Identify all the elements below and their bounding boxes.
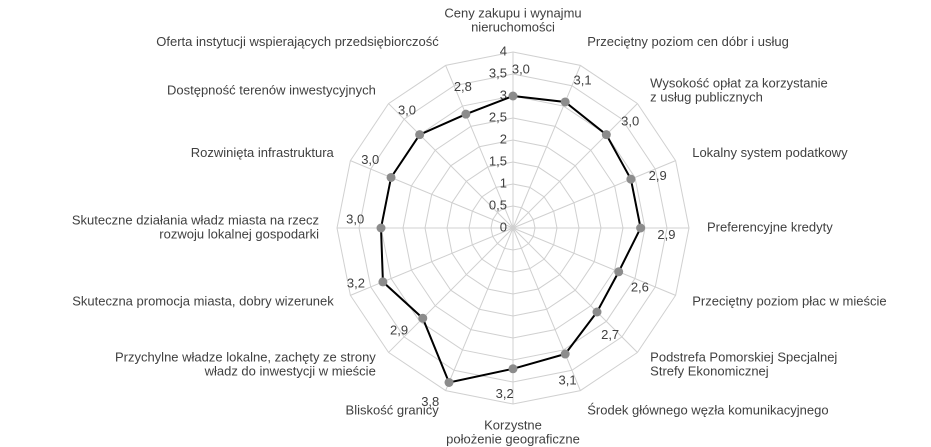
data-point bbox=[378, 277, 388, 287]
data-point bbox=[626, 174, 636, 184]
category-label: Dostępność terenów inwestycyjnych bbox=[167, 82, 376, 97]
value-label: 2,8 bbox=[454, 79, 472, 94]
spoke bbox=[512, 65, 581, 229]
data-point bbox=[560, 97, 570, 107]
data-point bbox=[592, 307, 602, 317]
category-label: położenie geograficzne bbox=[446, 431, 580, 446]
data-point bbox=[461, 109, 471, 119]
data-point bbox=[415, 130, 425, 140]
data-point bbox=[418, 313, 428, 323]
spoke bbox=[512, 160, 676, 229]
r-tick-label: 2 bbox=[500, 131, 507, 146]
r-tick-label: 2,5 bbox=[489, 109, 507, 124]
value-label: 3,0 bbox=[346, 212, 364, 227]
category-label: władz do inwestycji w mieście bbox=[204, 364, 376, 379]
category-label: Środek głównego węzła komunikacyjnego bbox=[587, 403, 828, 418]
spoke bbox=[388, 227, 514, 353]
spoke bbox=[445, 65, 514, 229]
category-label: Lokalny system podatkowy bbox=[692, 145, 848, 160]
value-label: 2,9 bbox=[390, 322, 408, 337]
spoke bbox=[388, 103, 514, 229]
value-label: 3,1 bbox=[559, 372, 577, 387]
value-label: 2,9 bbox=[649, 168, 667, 183]
data-point bbox=[560, 349, 570, 359]
category-label: Korzystne bbox=[484, 417, 542, 432]
data-point bbox=[508, 364, 518, 374]
category-label: Oferta instytucji wspierających przedsię… bbox=[156, 34, 439, 49]
value-label: 3,0 bbox=[398, 102, 416, 117]
r-tick-label: 3 bbox=[500, 87, 507, 102]
category-label: Preferencyjne kredyty bbox=[707, 219, 833, 234]
value-label: 3,0 bbox=[512, 62, 530, 77]
category-label: Przeciętny poziom cen dóbr i usług bbox=[587, 34, 789, 49]
spoke bbox=[350, 160, 514, 229]
value-label: 3,1 bbox=[574, 73, 592, 88]
r-tick-label: 3,5 bbox=[489, 65, 507, 80]
r-tick-label: 4 bbox=[500, 43, 507, 58]
category-label: Strefy Ekonomicznej bbox=[650, 364, 769, 379]
r-tick-label: 0,5 bbox=[489, 197, 507, 212]
data-point bbox=[444, 377, 454, 387]
value-label: 3,8 bbox=[421, 394, 439, 409]
category-label: Skuteczna promocja miasta, dobry wizerun… bbox=[72, 294, 334, 309]
spoke bbox=[512, 227, 581, 391]
data-point bbox=[614, 267, 624, 277]
category-label: Ceny zakupu i wynajmu bbox=[444, 5, 581, 20]
category-label: Skuteczne działania władz miasta na rzec… bbox=[72, 212, 319, 227]
value-label: 3,2 bbox=[496, 386, 514, 401]
value-label: 2,9 bbox=[657, 227, 675, 242]
category-label: Przeciętny poziom płac w mieście bbox=[692, 294, 886, 309]
category-label: nieruchomości bbox=[471, 19, 555, 34]
value-label: 3,0 bbox=[361, 152, 379, 167]
data-point bbox=[636, 223, 646, 233]
spoke bbox=[512, 227, 676, 296]
data-point bbox=[376, 223, 386, 233]
spoke bbox=[512, 227, 638, 353]
category-label: Podstrefa Pomorskiej Specjalnej bbox=[650, 350, 837, 365]
spoke bbox=[445, 227, 514, 391]
r-tick-label: 1,5 bbox=[489, 153, 507, 168]
value-label: 3,0 bbox=[621, 113, 639, 128]
category-label: rozwoju lokalnej gospodarki bbox=[159, 226, 319, 241]
r-tick-label: 0 bbox=[500, 219, 507, 234]
value-label: 3,2 bbox=[347, 275, 365, 290]
category-label: Przychylne władze lokalne, zachęty ze st… bbox=[115, 350, 376, 365]
spoke bbox=[512, 103, 638, 229]
value-label: 2,6 bbox=[631, 280, 649, 295]
category-label: Wysokość opłat za korzystanie bbox=[650, 75, 828, 90]
category-label: z usług publicznych bbox=[650, 89, 763, 104]
spoke bbox=[350, 227, 514, 296]
data-point bbox=[508, 91, 518, 101]
category-label: Rozwinięta infrastruktura bbox=[191, 145, 335, 160]
data-point bbox=[601, 130, 611, 140]
category-label: Bliskość granicy bbox=[346, 403, 440, 418]
r-tick-label: 1 bbox=[500, 175, 507, 190]
value-label: 2,7 bbox=[601, 327, 619, 342]
data-point bbox=[386, 172, 396, 182]
